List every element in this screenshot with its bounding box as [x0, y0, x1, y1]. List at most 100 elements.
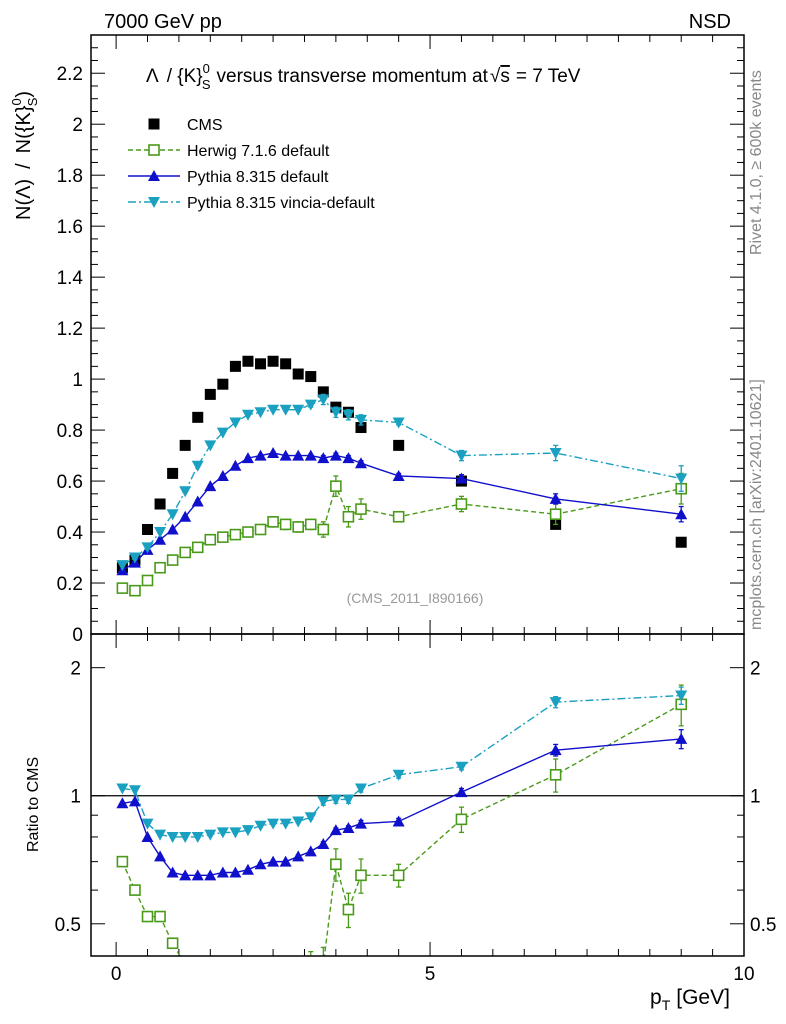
main-point-cms	[142, 523, 154, 535]
main-point-pythia	[166, 523, 179, 535]
legend-marker-cms	[148, 118, 160, 130]
main-point-vincia	[304, 399, 317, 411]
main-point-herwig	[154, 561, 166, 574]
main-point-vincia	[392, 417, 405, 429]
ratio-point-herwig	[141, 910, 154, 923]
ratio-point-pythia	[304, 845, 317, 857]
main-point-vincia	[166, 509, 179, 521]
ratio-point-herwig	[218, 990, 228, 1000]
main-point-cms	[393, 439, 405, 451]
main-point-cms	[242, 355, 254, 367]
main-point-pythia	[154, 533, 167, 545]
ratio-point-vincia	[392, 769, 405, 781]
ratio-point-herwig	[342, 903, 355, 916]
main-point-herwig	[304, 518, 317, 531]
ratio-point-vincia	[204, 829, 217, 841]
main-point-pythia	[292, 449, 305, 461]
ratio-point-herwig	[116, 855, 129, 868]
ratio-point-vincia	[128, 785, 141, 797]
main-line-vincia	[122, 398, 682, 566]
ratio-point-pythia	[317, 838, 330, 850]
ratio-point-herwig	[230, 990, 240, 1000]
ratio-y-tick-label-right: 2	[750, 659, 761, 680]
ratio-point-vincia	[549, 697, 562, 709]
main-point-vincia	[675, 473, 688, 485]
main-point-vincia	[549, 448, 562, 460]
ratio-point-pythia	[154, 850, 167, 862]
main-point-herwig	[116, 582, 129, 594]
analysis-watermark: (CMS_2011_I890166)	[347, 590, 484, 606]
main-point-pythia	[392, 469, 405, 481]
main-point-cms	[292, 368, 304, 380]
ratio-point-pythia	[329, 824, 342, 836]
ratio-y-tick-label-right: 0.5	[750, 915, 776, 936]
ratio-point-pythia	[204, 869, 217, 881]
ratio-point-herwig	[293, 974, 303, 984]
main-point-cms	[167, 467, 179, 479]
main-point-herwig	[455, 498, 468, 510]
ratio-point-pythia	[549, 744, 562, 756]
main-point-pythia	[549, 492, 562, 504]
main-point-herwig	[179, 546, 191, 559]
main-point-pythia	[354, 457, 367, 469]
main-y-tick-label: 1.6	[57, 217, 83, 238]
ratio-point-herwig	[268, 974, 278, 984]
legend-label-pythia: Pythia 8.315 default	[187, 169, 329, 186]
main-point-herwig	[317, 523, 330, 536]
main-point-herwig	[217, 531, 229, 543]
main-point-vincia	[216, 427, 229, 439]
main-point-pythia	[204, 480, 217, 492]
main-point-vincia	[455, 450, 468, 462]
main-point-vincia	[354, 414, 367, 426]
main-point-pythia	[191, 495, 204, 507]
main-point-cms	[204, 388, 216, 400]
legend-label-herwig: Herwig 7.1.6 default	[187, 143, 330, 160]
ratio-point-pythia	[141, 830, 154, 842]
ratio-point-vincia	[267, 818, 280, 830]
main-point-cms	[317, 386, 329, 398]
ratio-point-herwig	[549, 768, 562, 781]
ratio-point-herwig	[355, 869, 367, 882]
main-point-herwig	[330, 480, 342, 492]
ratio-point-vincia	[229, 827, 242, 839]
main-y-tick-label: 0.6	[57, 472, 83, 493]
ratio-y-tick-label-right: 1	[750, 787, 761, 808]
main-y-tick-label: 1.2	[57, 319, 83, 340]
main-point-pythia	[304, 449, 317, 461]
legend-label-cms: CMS	[187, 117, 223, 134]
ratio-point-pythia	[342, 821, 355, 833]
main-point-herwig	[267, 516, 279, 528]
ratio-point-vincia	[329, 794, 342, 806]
main-point-herwig	[129, 584, 141, 597]
main-point-vincia	[329, 407, 342, 419]
ratio-y-tick-label: 0.5	[55, 915, 81, 936]
main-point-herwig	[549, 508, 562, 521]
main-y-tick-label: 0.2	[57, 574, 83, 595]
main-point-herwig	[254, 523, 267, 536]
main-series-vincia	[116, 393, 688, 572]
main-point-pythia	[179, 510, 192, 522]
main-point-cms	[355, 422, 367, 434]
ratio-point-vincia	[254, 820, 267, 832]
ratio-point-pythia	[166, 866, 179, 878]
legend: CMS Herwig 7.1.6 default Pythia 8.315 defa…	[128, 117, 375, 212]
ratio-y-axis-title: Ratio to CMS	[25, 757, 42, 852]
main-point-vincia	[141, 542, 154, 554]
main-point-pythia	[342, 452, 355, 464]
ratio-point-herwig	[256, 985, 266, 995]
main-point-cms	[192, 411, 204, 423]
main-point-pythia	[279, 449, 292, 461]
legend-marker-vincia	[148, 197, 160, 208]
ratio-point-pythia	[191, 869, 204, 881]
main-point-herwig	[342, 510, 355, 523]
main-point-herwig	[166, 554, 179, 566]
ratio-line-pythia	[122, 738, 682, 877]
main-point-herwig	[355, 503, 367, 515]
main-point-pythia	[329, 449, 342, 461]
ratio-frame	[90, 633, 745, 957]
main-y-tick-label: 2.2	[57, 64, 83, 85]
ratio-series-pythia	[116, 729, 688, 881]
main-point-pythia	[317, 452, 330, 464]
